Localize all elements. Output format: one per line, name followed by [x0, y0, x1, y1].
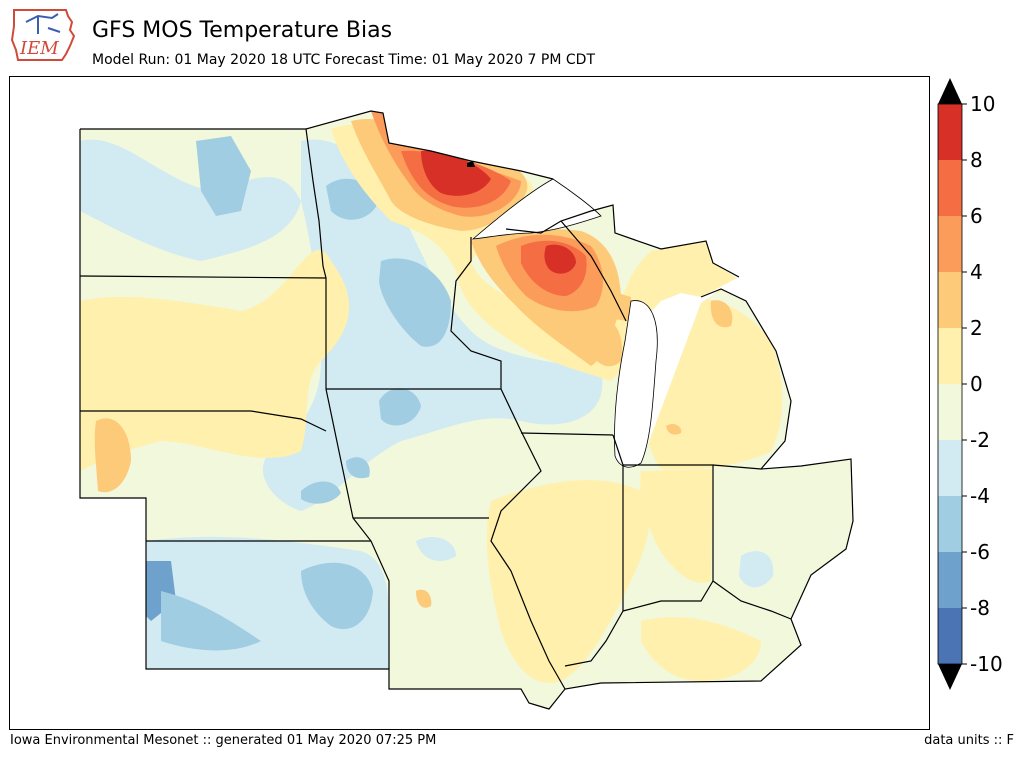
page-subtitle: Model Run: 01 May 2020 18 UTC Forecast T… [92, 52, 595, 68]
colorbar-tick-label: -8 [970, 596, 990, 620]
colorbar-bin [938, 328, 962, 385]
bias-contours [80, 111, 853, 709]
footer-units: data units :: F [924, 733, 1014, 748]
colorbar-bin [938, 104, 962, 161]
temperature-bias-map [79, 110, 854, 710]
state-borders [79, 110, 854, 710]
colorbar-tick-label: -2 [970, 428, 990, 452]
colorbar-bin [938, 608, 962, 665]
iem-logo: IEM [10, 9, 76, 61]
colorbar-bin [938, 552, 962, 609]
colorbar-tick-label: 8 [970, 148, 983, 172]
colorbar: 10 8 6 4 2 0 -2 -4 -6 -8 -10 [937, 78, 1003, 690]
colorbar-ticks: 10 8 6 4 2 0 -2 -4 -6 -8 -10 [962, 92, 1003, 676]
colorbar-bin [938, 160, 962, 217]
colorbar-extend-under [938, 664, 962, 690]
colorbar-bins [938, 104, 962, 665]
colorbar-tick-label: 10 [970, 92, 995, 116]
colorbar-bin [938, 272, 962, 329]
colorbar-bin [938, 440, 962, 497]
isle-royale [467, 161, 475, 167]
colorbar-tick-label: 2 [970, 316, 983, 340]
colorbar-tick-label: 0 [970, 372, 983, 396]
colorbar-tick-label: -10 [970, 652, 1003, 676]
map-frame [9, 76, 930, 730]
logo-text: IEM [19, 38, 59, 59]
colorbar-tick-label: 6 [970, 204, 983, 228]
colorbar-bin [938, 216, 962, 273]
lake-superior [471, 178, 602, 240]
footer-source: Iowa Environmental Mesonet :: generated … [10, 733, 437, 748]
page-title: GFS MOS Temperature Bias [92, 18, 393, 43]
colorbar-extend-over [938, 78, 962, 104]
lake-michigan [614, 300, 658, 468]
colorbar-tick-label: 4 [970, 260, 983, 284]
colorbar-tick-label: -4 [970, 484, 990, 508]
colorbar-bin [938, 496, 962, 553]
colorbar-bin [938, 384, 962, 441]
colorbar-tick-label: -6 [970, 540, 990, 564]
